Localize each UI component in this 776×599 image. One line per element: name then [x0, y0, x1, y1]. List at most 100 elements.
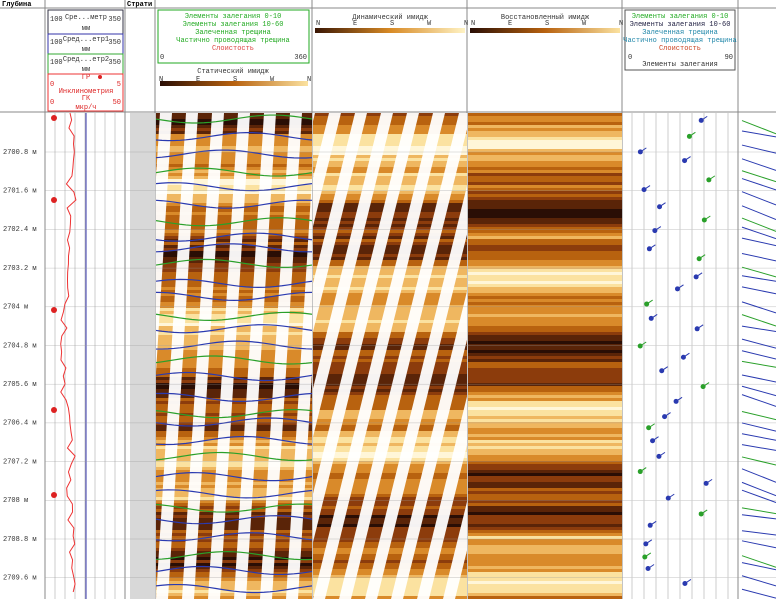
- direction-label: N: [619, 20, 623, 28]
- sinusoid: [156, 258, 312, 268]
- max: 350: [108, 39, 121, 47]
- pad-gap: [313, 113, 341, 227]
- image-band: [468, 422, 622, 425]
- image-band: [313, 578, 467, 581]
- image-band: [313, 380, 467, 383]
- image-band: [156, 425, 312, 428]
- image-band: [156, 173, 312, 176]
- title: Инклинометрия: [59, 88, 114, 96]
- depth-label: 2705.6 м: [3, 381, 37, 389]
- stick: [741, 314, 776, 327]
- image-band: [468, 164, 622, 167]
- image-band: [468, 473, 622, 476]
- image-band: [156, 113, 312, 116]
- image-band: [468, 572, 622, 575]
- image-band: [468, 539, 622, 542]
- sinusoid: [156, 435, 312, 446]
- image-band: [156, 386, 312, 389]
- stick: [741, 158, 776, 171]
- image-band: [313, 254, 467, 257]
- image-band: [468, 149, 622, 152]
- tadpole: [686, 133, 692, 139]
- image-band: [468, 500, 622, 503]
- image-band: [468, 368, 622, 371]
- image-band: [468, 464, 622, 467]
- direction-label: W: [582, 20, 587, 28]
- image-band: [313, 239, 467, 242]
- image-band: [156, 587, 312, 590]
- image-band: [468, 479, 622, 482]
- image-band: [468, 248, 622, 251]
- direction-label: W: [427, 20, 432, 28]
- image-band: [468, 482, 622, 485]
- image-band: [313, 278, 467, 281]
- sinusoid: [156, 355, 312, 365]
- legend-item: Элементы залегания 0-10: [185, 13, 282, 21]
- image-band: [313, 545, 467, 548]
- image-band: [468, 581, 622, 584]
- image-band: [156, 524, 312, 527]
- track-title: Восстановленный имидж: [501, 13, 590, 22]
- image-band: [468, 161, 622, 164]
- image-band: [468, 392, 622, 395]
- image-band: [313, 356, 467, 359]
- image-band: [468, 116, 622, 119]
- image-band: [156, 521, 312, 524]
- image-band: [468, 128, 622, 131]
- image-band: [468, 578, 622, 581]
- image-band: [468, 353, 622, 356]
- image-band: [468, 167, 622, 170]
- image-band: [468, 467, 622, 470]
- image-band: [313, 140, 467, 143]
- image-band: [156, 593, 312, 596]
- image-band: [468, 272, 622, 275]
- image-band: [156, 176, 312, 179]
- stick: [741, 252, 776, 262]
- tadpole: [694, 326, 700, 332]
- min: 0: [160, 54, 164, 62]
- image-band: [468, 575, 622, 578]
- sinusoid: [156, 532, 312, 542]
- image-band: [313, 557, 467, 560]
- image-band: [313, 275, 467, 278]
- image-band: [156, 512, 312, 515]
- image-track: [468, 113, 622, 599]
- image-band: [156, 470, 312, 473]
- stick: [741, 422, 776, 432]
- image-band: [468, 440, 622, 443]
- box: [624, 9, 736, 71]
- image-band: [156, 575, 312, 578]
- incl-marker: [51, 407, 57, 413]
- stick: [741, 120, 776, 135]
- tadpole: [641, 187, 647, 193]
- image-band: [313, 566, 467, 569]
- image-band: [156, 572, 312, 575]
- image-band: [313, 242, 467, 245]
- image-band: [156, 410, 312, 413]
- image-band: [313, 485, 467, 488]
- max: 90: [725, 54, 733, 62]
- image-band: [156, 539, 312, 542]
- image-band: [468, 491, 622, 494]
- sinusoid: [156, 565, 312, 576]
- pad-gap: [391, 291, 467, 599]
- stick: [741, 217, 776, 232]
- sinusoid: [156, 291, 312, 301]
- sinusoid: [156, 392, 312, 402]
- direction-label: N: [307, 76, 311, 84]
- image-band: [468, 155, 622, 158]
- max: 350: [108, 16, 121, 24]
- image-band: [313, 587, 467, 590]
- image-band: [468, 404, 622, 407]
- tadpole: [674, 286, 680, 292]
- image-band: [468, 416, 622, 419]
- image-band: [156, 152, 312, 155]
- image-band: [313, 569, 467, 572]
- image-band: [156, 473, 312, 476]
- image-band: [313, 152, 467, 155]
- image-band: [468, 494, 622, 497]
- legend-item: Элементы залегания 10-60: [183, 21, 284, 29]
- image-band: [156, 578, 312, 581]
- image-band: [156, 458, 312, 461]
